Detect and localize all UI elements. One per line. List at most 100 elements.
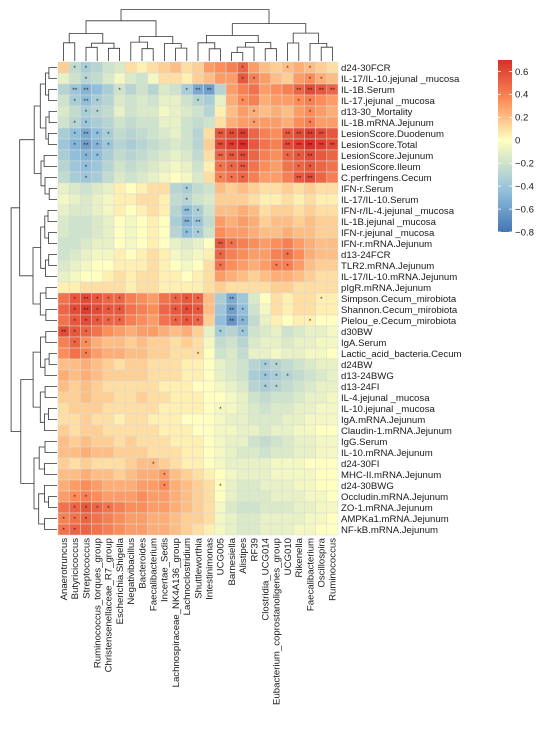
dendrogram-branch bbox=[138, 36, 174, 44]
row-label: IL-17/IL-10.Serum bbox=[341, 195, 418, 206]
heatmap-cell-r8-c11 bbox=[180, 149, 193, 162]
heatmap-cell-r42-c14 bbox=[214, 523, 227, 536]
heatmap-cell-r40-c14 bbox=[214, 501, 227, 514]
heatmap-cell-r3-c20 bbox=[281, 94, 294, 107]
heatmap-cell-r40-c15 bbox=[225, 501, 238, 514]
heatmap-cell-r17-c9 bbox=[158, 248, 171, 261]
heatmap-cell-r18-c5 bbox=[113, 259, 126, 272]
dendrogram-branch bbox=[38, 446, 45, 470]
heatmap-cell-r31-c2 bbox=[80, 402, 92, 415]
heatmap-cell-r36-c23 bbox=[315, 457, 328, 470]
row-label: d13-24BWG bbox=[341, 371, 394, 382]
legend-tick-label: 0.6 bbox=[515, 67, 528, 78]
heatmap-cell-r5-c18 bbox=[259, 116, 272, 129]
heatmap-cell-r42-c16 bbox=[236, 523, 249, 536]
row-label: LesionScore.Ileum bbox=[341, 162, 420, 173]
row-label: d30BW bbox=[341, 327, 373, 338]
heatmap-cell-r25-c18 bbox=[259, 336, 272, 349]
heatmap-cell-r4-c1 bbox=[68, 105, 81, 118]
heatmap-cell-r26-c18 bbox=[259, 347, 272, 360]
heatmap-cell-r39-c24 bbox=[326, 490, 339, 503]
significance-marker: * bbox=[309, 319, 312, 325]
significance-marker: * bbox=[219, 330, 222, 336]
heatmap-cell-r39-c12 bbox=[192, 490, 204, 503]
heatmap-cell-r39-c0 bbox=[57, 490, 70, 503]
heatmap-cell-r14-c2 bbox=[80, 215, 92, 228]
heatmap-cell-r15-c18 bbox=[259, 226, 272, 239]
row-label: pIgR.mRNA.Jejunum bbox=[341, 283, 431, 294]
heatmap-cell-r21-c18 bbox=[259, 292, 272, 305]
significance-marker: ** bbox=[296, 88, 302, 94]
heatmap-cell-r32-c1 bbox=[68, 413, 81, 426]
heatmap-cell-r3-c0 bbox=[57, 94, 70, 107]
heatmap-cell-r35-c7 bbox=[136, 446, 148, 459]
significance-marker: * bbox=[242, 308, 245, 314]
heatmap-cell-r41-c23 bbox=[315, 512, 328, 525]
heatmap-cell-r27-c9 bbox=[158, 358, 171, 371]
heatmap-cell-r35-c8 bbox=[147, 446, 160, 459]
heatmap-cell-r35-c9 bbox=[158, 446, 171, 459]
significance-marker: ** bbox=[229, 132, 235, 138]
row-label: AMPKa1.mRNA.Jejunum bbox=[341, 514, 449, 525]
heatmap-cell-r14-c0 bbox=[57, 215, 70, 228]
heatmap-cell-r33-c17 bbox=[248, 424, 260, 437]
dendrogram-branch bbox=[309, 43, 328, 61]
heatmap-cell-r33-c7 bbox=[136, 424, 148, 437]
heatmap-cell-r18-c0 bbox=[57, 259, 70, 272]
significance-marker: * bbox=[107, 143, 110, 149]
significance-marker: * bbox=[85, 506, 88, 512]
row-label: Simpson.Cecum_mirobiota bbox=[341, 294, 457, 305]
heatmap-cell-r19-c16 bbox=[236, 270, 249, 283]
heatmap-cell-r42-c5 bbox=[113, 523, 126, 536]
row-label: d24-30FI bbox=[341, 459, 379, 470]
heatmap-cell-r31-c17 bbox=[248, 402, 260, 415]
heatmap-cell-r38-c17 bbox=[248, 479, 260, 492]
heatmap-cell-r9-c5 bbox=[113, 160, 126, 173]
significance-marker: ** bbox=[240, 165, 246, 171]
heatmap-cell-r11-c24 bbox=[326, 182, 339, 195]
heatmap-cell-r10-c18 bbox=[259, 171, 272, 184]
heatmap-cell-r18-c4 bbox=[102, 259, 115, 272]
significance-marker: * bbox=[219, 484, 222, 490]
heatmap-cell-r0-c11 bbox=[180, 61, 193, 74]
heatmap-cell-r28-c6 bbox=[124, 369, 137, 382]
heatmap-cell-r26-c16 bbox=[236, 347, 249, 360]
significance-marker: * bbox=[62, 517, 65, 523]
heatmap-cell-r12-c4 bbox=[102, 193, 115, 206]
significance-marker: ** bbox=[229, 308, 235, 314]
significance-marker: ** bbox=[84, 308, 90, 314]
heatmap-cell-r1-c3 bbox=[91, 72, 104, 85]
heatmap-cell-r4-c4 bbox=[102, 105, 115, 118]
heatmap-cell-r13-c22 bbox=[304, 204, 316, 217]
heatmap-cell-r37-c10 bbox=[169, 468, 182, 481]
heatmap-cell-r25-c9 bbox=[158, 336, 171, 349]
heatmap-cell-r28-c4 bbox=[102, 369, 115, 382]
heatmap-cell-r33-c13 bbox=[203, 424, 216, 437]
heatmap-cell-r8-c17 bbox=[248, 149, 260, 162]
heatmap-cell-r3-c18 bbox=[259, 94, 272, 107]
significance-marker: * bbox=[309, 121, 312, 127]
heatmap-cell-r19-c11 bbox=[180, 270, 193, 283]
significance-marker: * bbox=[96, 99, 99, 105]
heatmap-cell-r30-c9 bbox=[158, 391, 171, 404]
heatmap-cell-r9-c18 bbox=[259, 160, 272, 173]
heatmap-cell-r7-c11 bbox=[180, 138, 193, 151]
legend-tick-label: −0.4 bbox=[515, 181, 535, 192]
heatmap-cell-r15-c24 bbox=[326, 226, 339, 239]
heatmap-cell-r19-c22 bbox=[304, 270, 316, 283]
heatmap-cell-r20-c19 bbox=[270, 281, 283, 294]
significance-marker: * bbox=[219, 253, 222, 259]
heatmap-cell-r5-c4 bbox=[102, 116, 115, 129]
heatmap-cell-r11-c13 bbox=[203, 182, 216, 195]
heatmap-cell-r16-c1 bbox=[68, 237, 81, 250]
heatmap-cell-r13-c5 bbox=[113, 204, 126, 217]
heatmap-cell-r28-c8 bbox=[147, 369, 160, 382]
heatmap-cell-r39-c4 bbox=[102, 490, 115, 503]
heatmap-cell-r22-c7 bbox=[136, 303, 148, 316]
heatmap-cell-r16-c5 bbox=[113, 237, 126, 250]
heatmap-cell-r31-c19 bbox=[270, 402, 283, 415]
heatmap-cell-r11-c22 bbox=[304, 182, 316, 195]
dendrogram-branch bbox=[48, 111, 57, 123]
significance-marker: * bbox=[186, 231, 189, 237]
significance-marker: * bbox=[298, 99, 301, 105]
